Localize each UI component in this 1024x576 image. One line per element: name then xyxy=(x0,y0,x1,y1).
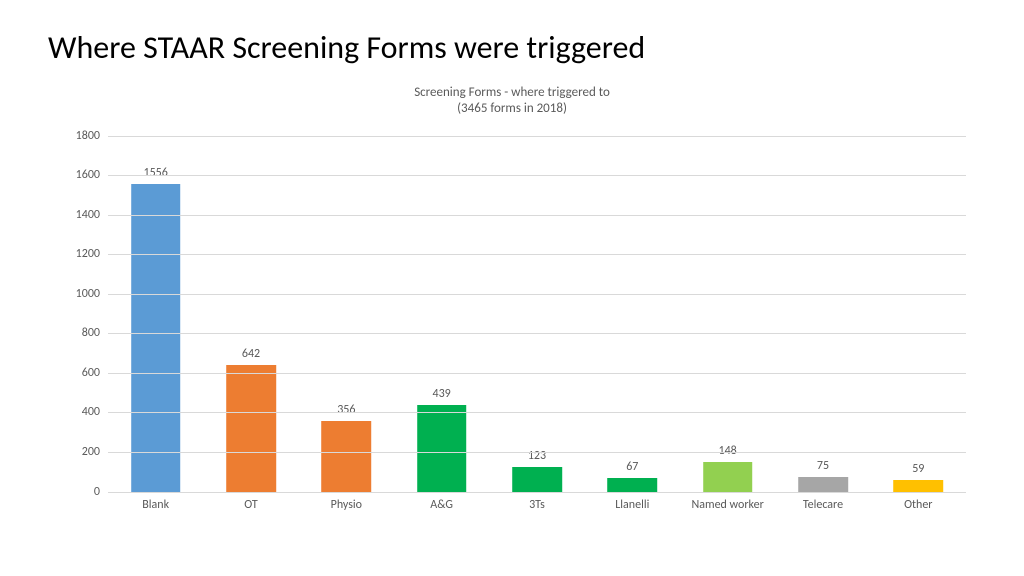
plot-area: 1556Blank642OT356Physio439A&G1233Ts67Lla… xyxy=(108,136,966,492)
bar: 148 xyxy=(703,462,753,491)
y-tick-label: 1400 xyxy=(76,208,100,222)
bar-slot: 148Named worker xyxy=(680,136,775,492)
page-title: Where STAAR Screening Forms were trigger… xyxy=(48,28,976,67)
gridline xyxy=(108,294,966,295)
y-tick-label: 1200 xyxy=(76,247,100,261)
y-tick-label: 400 xyxy=(82,405,100,419)
gridline xyxy=(108,254,966,255)
gridline xyxy=(108,452,966,453)
gridline xyxy=(108,333,966,334)
bar: 67 xyxy=(608,478,658,491)
bar-chart: 1556Blank642OT356Physio439A&G1233Ts67Lla… xyxy=(48,126,976,526)
bar: 642 xyxy=(226,365,276,492)
gridline xyxy=(108,215,966,216)
x-tick-label: OT xyxy=(244,498,257,512)
bar-slot: 1556Blank xyxy=(108,136,203,492)
bar-slot: 356Physio xyxy=(299,136,394,492)
bar: 356 xyxy=(322,421,372,491)
bar: 123 xyxy=(512,467,562,491)
bar-value-label: 75 xyxy=(817,459,829,473)
gridline xyxy=(108,412,966,413)
chart-subtitle-line2: (3465 forms in 2018) xyxy=(48,101,976,117)
bar-slot: 75Telecare xyxy=(775,136,870,492)
bar-slot: 67Llanelli xyxy=(585,136,680,492)
gridline xyxy=(108,492,966,493)
x-tick-label: Named worker xyxy=(691,498,763,512)
gridline xyxy=(108,136,966,137)
y-tick-label: 800 xyxy=(82,326,100,340)
y-tick-label: 1800 xyxy=(76,129,100,143)
bar-value-label: 356 xyxy=(337,403,355,417)
y-tick-label: 1000 xyxy=(76,287,100,301)
x-tick-label: A&G xyxy=(430,498,453,512)
x-tick-label: 3Ts xyxy=(529,498,545,512)
bar-slot: 59Other xyxy=(871,136,966,492)
y-tick-label: 1600 xyxy=(76,168,100,182)
chart-subtitle: Screening Forms - where triggered to (34… xyxy=(48,85,976,118)
chart-subtitle-line1: Screening Forms - where triggered to xyxy=(48,85,976,101)
x-tick-label: Blank xyxy=(142,498,169,512)
bars-container: 1556Blank642OT356Physio439A&G1233Ts67Lla… xyxy=(108,136,966,492)
bar: 1556 xyxy=(131,184,181,492)
bar-value-label: 67 xyxy=(626,460,638,474)
bar-slot: 1233Ts xyxy=(489,136,584,492)
x-tick-label: Other xyxy=(904,498,932,512)
x-tick-label: Telecare xyxy=(803,498,843,512)
bar-value-label: 439 xyxy=(433,387,451,401)
gridline xyxy=(108,373,966,374)
bar-value-label: 59 xyxy=(912,462,924,476)
y-tick-label: 200 xyxy=(82,445,100,459)
bar-slot: 642OT xyxy=(203,136,298,492)
bar-value-label: 642 xyxy=(242,347,260,361)
bar: 439 xyxy=(417,405,467,492)
bar-value-label: 1556 xyxy=(143,166,167,180)
bar: 75 xyxy=(798,477,848,492)
y-tick-label: 600 xyxy=(82,366,100,380)
bar: 59 xyxy=(894,480,944,492)
x-tick-label: Physio xyxy=(331,498,362,512)
gridline xyxy=(108,175,966,176)
bar-slot: 439A&G xyxy=(394,136,489,492)
y-tick-label: 0 xyxy=(94,485,100,499)
x-tick-label: Llanelli xyxy=(615,498,649,512)
